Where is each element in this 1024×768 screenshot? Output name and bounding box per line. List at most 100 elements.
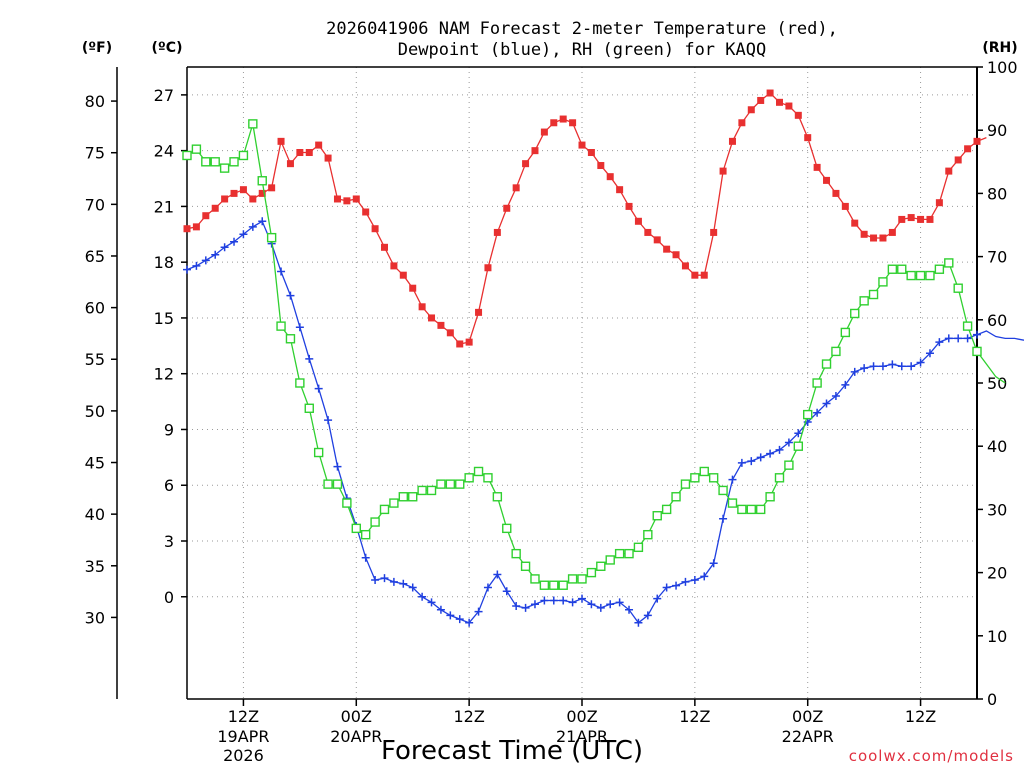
temperature-point bbox=[625, 202, 633, 210]
temperature-point bbox=[456, 340, 464, 348]
rh-point bbox=[897, 264, 907, 274]
temperature-point bbox=[766, 89, 774, 97]
temperature-point bbox=[192, 223, 200, 231]
dewpoint-point bbox=[925, 349, 934, 358]
dewpoint-point bbox=[530, 600, 539, 609]
dewpoint-point bbox=[183, 265, 191, 274]
celsius-axis: 0 3 6 9 12 15 18 21 24 27 bbox=[154, 86, 187, 607]
temperature-point bbox=[888, 228, 896, 236]
temperature-point bbox=[437, 321, 445, 329]
rh-point bbox=[248, 119, 258, 129]
dewpoint-point bbox=[954, 334, 963, 343]
time-tick-date-label: 20APR bbox=[330, 727, 382, 746]
rh-point bbox=[718, 485, 728, 496]
dewpoint-point bbox=[277, 267, 286, 276]
celsius-tick-label: 27 bbox=[154, 86, 174, 105]
time-tick-label: 00Z bbox=[341, 707, 372, 726]
rh-point bbox=[803, 409, 813, 420]
rh-point bbox=[915, 270, 926, 281]
temperature-point bbox=[954, 156, 962, 164]
temperature-point bbox=[634, 217, 642, 225]
temperature-point bbox=[728, 137, 736, 145]
temperature-point bbox=[239, 186, 247, 194]
rh-point bbox=[962, 321, 973, 331]
rh-point bbox=[850, 308, 860, 319]
rh-tick-label: 30 bbox=[987, 500, 1007, 519]
temperature-point bbox=[324, 154, 332, 162]
dewpoint-point bbox=[502, 587, 511, 596]
rh-point bbox=[652, 511, 662, 521]
rh-point bbox=[934, 264, 945, 274]
dewpoint-point bbox=[399, 579, 408, 588]
rh-point bbox=[708, 473, 719, 483]
fahrenheit-tick-label: 70 bbox=[85, 195, 105, 214]
rh-point bbox=[567, 574, 578, 584]
chart-title-line2: Dewpoint (blue), RH (green) for KAQQ bbox=[398, 40, 766, 60]
temperature-point bbox=[719, 167, 727, 175]
dewpoint-point bbox=[587, 600, 596, 609]
rh-point bbox=[530, 574, 540, 584]
temperature-point bbox=[296, 149, 304, 157]
rh-point bbox=[370, 517, 380, 527]
rh-point bbox=[304, 403, 314, 413]
series-rh bbox=[182, 119, 1006, 590]
rh-point bbox=[313, 447, 324, 458]
rh-tick-label: 50 bbox=[987, 374, 1007, 393]
rh-tick-label: 80 bbox=[987, 184, 1007, 203]
temperature-point bbox=[823, 176, 831, 184]
dewpoint-point bbox=[201, 256, 210, 265]
rh-point bbox=[210, 157, 220, 167]
dewpoint-point bbox=[672, 581, 681, 590]
rh-point bbox=[605, 555, 615, 565]
dewpoint-point bbox=[248, 222, 257, 231]
dewpoint-point bbox=[427, 598, 436, 607]
dewpoint-point bbox=[408, 583, 417, 592]
temperature-point bbox=[249, 195, 257, 203]
dewpoint-point bbox=[747, 457, 756, 466]
temperature-point bbox=[352, 195, 360, 203]
celsius-tick-label: 21 bbox=[154, 197, 174, 216]
rh-point bbox=[793, 441, 804, 451]
dewpoint-point bbox=[634, 618, 643, 627]
temperature-point bbox=[710, 228, 718, 236]
series-dewpoint bbox=[183, 217, 1024, 627]
temperature-point bbox=[230, 189, 238, 197]
rh-point bbox=[586, 567, 597, 578]
temperature-point bbox=[428, 314, 436, 322]
rh-point bbox=[680, 479, 691, 489]
dewpoint-point bbox=[305, 354, 314, 363]
fahrenheit-tick-label: 80 bbox=[85, 92, 105, 111]
series-layer bbox=[182, 89, 1024, 627]
dewpoint-point bbox=[380, 574, 389, 583]
dewpoint-point bbox=[719, 514, 728, 523]
temperature-point bbox=[202, 212, 210, 220]
rh-point bbox=[596, 561, 606, 571]
temperature-point bbox=[183, 225, 191, 233]
rh-point bbox=[332, 479, 343, 489]
temperature-point bbox=[446, 329, 454, 337]
dewpoint-point bbox=[333, 462, 342, 471]
temperature-point bbox=[964, 145, 972, 153]
temperature-point bbox=[258, 189, 266, 197]
dewpoint-point bbox=[606, 600, 615, 609]
dewpoint-point bbox=[455, 615, 464, 624]
temperature-point bbox=[493, 228, 501, 236]
dewpoint-point bbox=[973, 330, 981, 339]
rh-point bbox=[906, 270, 916, 281]
fahrenheit-tick-label: 60 bbox=[85, 299, 105, 318]
grid-lines bbox=[187, 67, 977, 699]
rh-point bbox=[473, 466, 484, 477]
dewpoint-point bbox=[474, 607, 483, 616]
temperature-point bbox=[926, 215, 934, 223]
temperature-point bbox=[907, 214, 915, 222]
rh-point bbox=[436, 479, 446, 489]
rh-point bbox=[219, 163, 230, 173]
rh-point bbox=[774, 473, 785, 483]
temperature-point bbox=[418, 303, 426, 311]
temperature-point bbox=[465, 338, 473, 346]
dewpoint-point bbox=[869, 362, 878, 371]
dewpoint-point bbox=[559, 596, 568, 605]
temperature-point bbox=[531, 147, 539, 155]
dewpoint-point bbox=[549, 596, 558, 605]
temperature-point bbox=[653, 236, 661, 244]
